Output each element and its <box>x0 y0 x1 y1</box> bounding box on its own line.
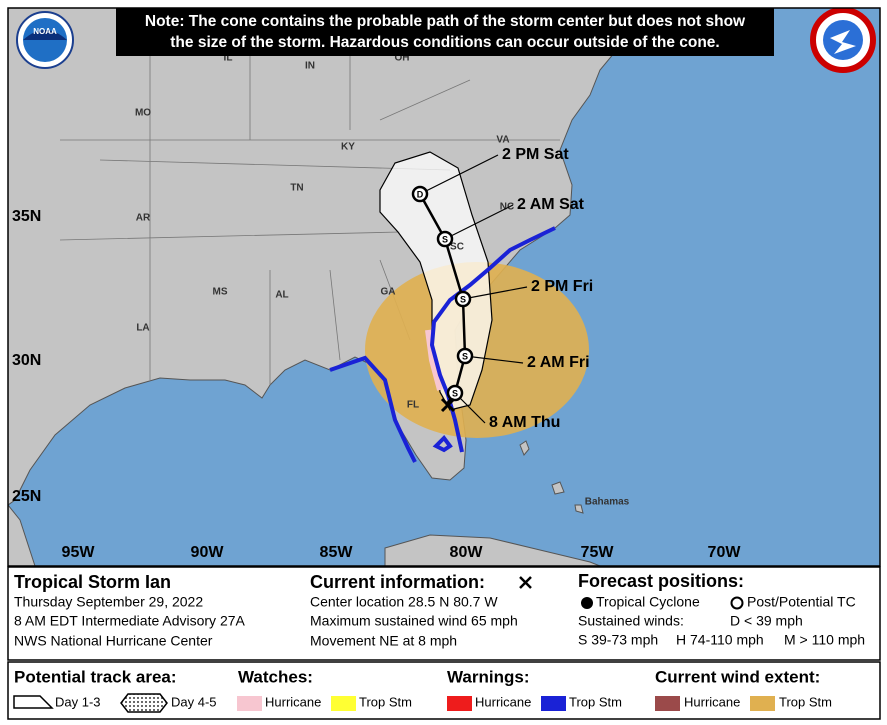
forecast-item: Sustained winds: <box>578 613 684 629</box>
tc-icon <box>581 597 593 609</box>
state-label: TN <box>290 183 303 194</box>
forecast-symbol: S <box>462 351 468 361</box>
forecast-item: Tropical Cyclone <box>596 594 700 610</box>
forecast-time: 2 PM Sat <box>502 146 569 163</box>
state-label: AL <box>275 290 288 301</box>
state-label: GA <box>381 287 396 298</box>
state-label: LA <box>136 323 149 334</box>
forecast-item: Post/Potential TC <box>747 594 856 610</box>
lat-label: 35N <box>12 208 41 225</box>
legend-item: Trop Stm <box>359 694 412 709</box>
swatch <box>750 696 775 711</box>
noaa-logo: NOAA <box>16 11 74 69</box>
state-label: KY <box>341 142 355 153</box>
state-label: VA <box>496 135 509 146</box>
lon-label: 70W <box>708 544 742 561</box>
state-label: OH <box>395 53 410 64</box>
note: Note: The cone contains the probable pat… <box>145 13 746 30</box>
forecast-symbol: S <box>460 294 466 304</box>
legend-item: Trop Stm <box>569 694 622 709</box>
swatch <box>655 696 680 711</box>
current-position <box>440 397 456 413</box>
legend-title: Watches: <box>238 667 313 686</box>
hurricane-watch <box>425 329 443 391</box>
current-line: Maximum sustained wind 65 mph <box>310 613 518 629</box>
forecast-item: S 39-73 mph <box>578 632 658 648</box>
swatch <box>331 696 356 711</box>
state-label: NC <box>500 202 514 213</box>
lon-label: 85W <box>320 544 354 561</box>
bahamas <box>519 440 584 514</box>
current-title: Current information: <box>310 572 485 592</box>
info-panel <box>7 566 881 661</box>
mexico <box>8 504 36 566</box>
center: NWS National Hurricane Center <box>14 633 213 649</box>
forecast-title: Forecast positions: <box>578 571 744 591</box>
forecast-point <box>456 347 474 365</box>
map: IL IN OH MO KY VA TN NC AR SC MS AL GA L… <box>8 8 880 566</box>
storm-name: Tropical Storm Ian <box>14 572 171 592</box>
legend-title: Potential track area: <box>14 667 177 686</box>
state-label: IL <box>224 53 233 64</box>
post-tc-icon <box>730 596 744 610</box>
forecast-time: 8 AM Thu <box>489 414 560 431</box>
current-line: Center location 28.5 N 80.7 W <box>310 594 498 610</box>
state-label: SC <box>450 242 464 253</box>
nws-logo <box>810 8 876 73</box>
place-label: Bahamas <box>585 497 630 508</box>
current-line: Movement NE at 8 mph <box>310 633 457 649</box>
legend-item: Hurricane <box>684 694 740 709</box>
state-label: AR <box>136 213 151 224</box>
state-label: MO <box>135 108 151 119</box>
land <box>8 8 641 506</box>
legend-item: Day 1-3 <box>55 694 101 709</box>
note-box <box>116 8 774 56</box>
legend-item: Trop Stm <box>779 694 832 709</box>
date: Thursday September 29, 2022 <box>14 594 203 610</box>
lon-label: 90W <box>191 544 225 561</box>
forecast-item: H 74-110 mph <box>676 632 764 648</box>
forecast-symbol: S <box>452 388 458 398</box>
logo-text: NOAA <box>33 27 57 36</box>
map-frame <box>7 7 881 567</box>
forecast-point <box>411 185 429 203</box>
state-label: MS <box>213 287 228 298</box>
forecast-item: M > 110 mph <box>784 632 865 648</box>
legend-item: Hurricane <box>265 694 321 709</box>
state-label: IN <box>305 61 315 72</box>
lon-label: 80W <box>450 544 484 561</box>
legend-item: Day 4-5 <box>171 694 217 709</box>
advisory: 8 AM EDT Intermediate Advisory 27A <box>14 613 246 629</box>
forecast-item: D < 39 mph <box>730 613 803 629</box>
legend-title: Warnings: <box>447 667 529 686</box>
swatch <box>541 696 566 711</box>
forecast-time: 2 AM Sat <box>517 196 585 213</box>
day13-icon <box>13 695 54 709</box>
swatch <box>447 696 472 711</box>
lon-label: 75W <box>581 544 615 561</box>
lon-label: 95W <box>62 544 96 561</box>
lat-label: 30N <box>12 352 41 369</box>
state-label: FL <box>407 400 419 411</box>
swatch <box>237 696 262 711</box>
x-icon <box>519 576 532 589</box>
legend-title: Current wind extent: <box>655 667 820 686</box>
day45-icon <box>120 693 168 713</box>
forecast-point <box>454 290 472 308</box>
forecast-symbol: S <box>442 234 448 244</box>
legend-item: Hurricane <box>475 694 531 709</box>
forecast-time: 2 AM Fri <box>527 354 590 371</box>
note: the size of the storm. Hazardous conditi… <box>170 34 719 51</box>
forecast-symbol: D <box>417 189 424 199</box>
forecast-point <box>436 230 454 248</box>
cuba <box>384 534 601 566</box>
forecast-time: 2 PM Fri <box>531 278 593 295</box>
lat-label: 25N <box>12 488 41 505</box>
